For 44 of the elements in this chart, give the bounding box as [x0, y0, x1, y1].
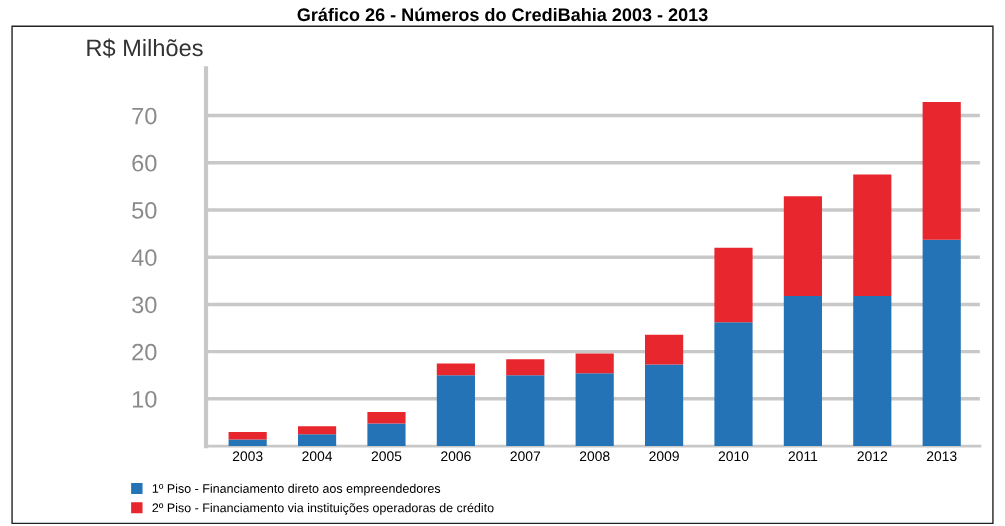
x-tick-label: 2013 [926, 451, 957, 462]
y-tick-label: 60 [132, 154, 157, 172]
x-tick-label: 2006 [441, 451, 471, 462]
bar [228, 439, 267, 447]
bar [922, 101, 961, 240]
y-tick-label: 20 [132, 343, 157, 361]
bar [367, 412, 406, 424]
x-tick-label: 2003 [232, 451, 263, 462]
y-tick-label: 40 [131, 249, 157, 266]
bar [714, 322, 753, 447]
x-tick-label: 2009 [649, 451, 679, 462]
bar [783, 196, 822, 296]
bar [297, 434, 337, 447]
bar [367, 423, 406, 447]
x-tick-label: 2007 [510, 451, 541, 462]
bar [853, 295, 892, 447]
y-tick-label: 30 [132, 296, 157, 314]
y-tick-label: 50 [132, 202, 157, 219]
bar [575, 353, 614, 374]
x-tick-label: 2004 [302, 451, 333, 462]
bar [645, 334, 684, 365]
bar [506, 359, 545, 376]
chart-title: Gráfico 26 - Números do CrediBahia 2003 - 2013 [297, 7, 708, 22]
bar [783, 295, 822, 447]
bar [297, 426, 337, 435]
legend-label: 1º Piso - Financiamento direto aos empreendedores [152, 483, 441, 496]
bar [506, 375, 545, 447]
x-tick-label: 2011 [788, 451, 818, 462]
bar [228, 431, 267, 440]
x-tick-label: 2008 [579, 451, 610, 462]
x-tick-label: 2010 [718, 451, 749, 462]
y-axis-title: R$ Milhões [87, 38, 203, 58]
bar [436, 363, 475, 376]
bar [645, 364, 684, 447]
legend-label: 2º Piso - Financiamento via instituições operadoras de crédito [152, 502, 494, 515]
y-tick-label: 10 [132, 390, 157, 408]
bar [575, 373, 614, 447]
x-tick-label: 2012 [857, 451, 888, 462]
bar [436, 375, 475, 447]
y-tick-label: 70 [132, 107, 157, 125]
x-tick-label: 2005 [371, 451, 402, 462]
bar [922, 239, 961, 447]
bar [853, 174, 892, 296]
bar [714, 247, 753, 323]
